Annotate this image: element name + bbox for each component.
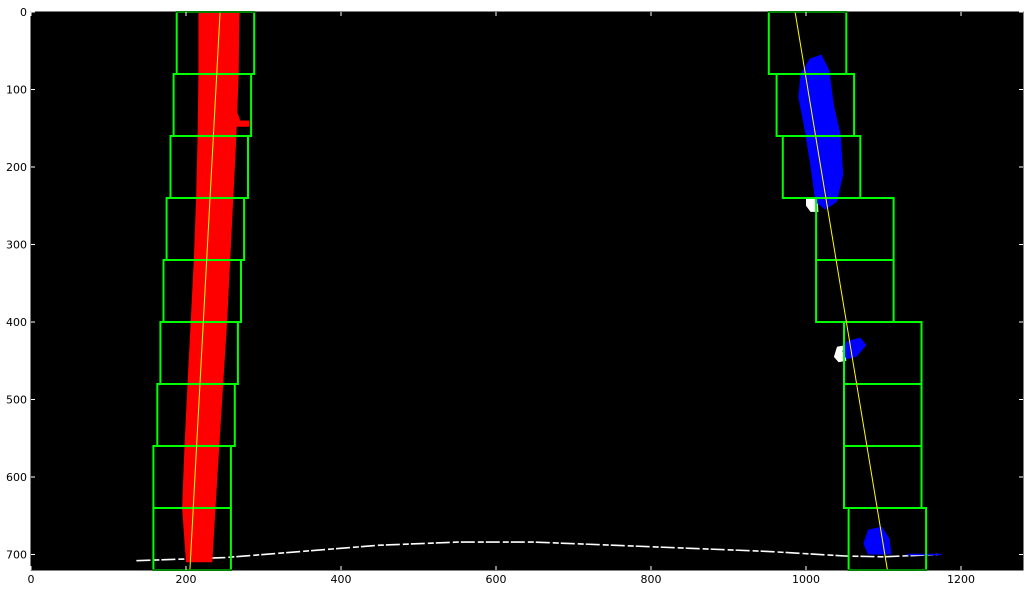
right-lane-blob-mid [842,337,867,360]
right-lane-blob-bottom [863,526,892,555]
noise-curve [136,541,938,562]
x-tick-label: 0 [28,573,35,586]
y-tick-label: 400 [6,316,27,329]
left-lane-blob [226,89,250,127]
lane-pixels-layer [136,12,942,563]
y-tick-label: 200 [6,161,27,174]
right-fit-line [794,11,888,571]
y-tick-label: 500 [6,394,27,407]
x-tick-label: 800 [641,573,662,586]
y-tick-label: 0 [20,6,27,19]
plot-area [31,12,1023,570]
x-tick-label: 600 [486,573,507,586]
x-tick-label: 200 [176,573,197,586]
y-tick-label: 600 [6,471,27,484]
left-lane-pixels [182,12,240,563]
axes-layer: 0 200 400 600 800 1000 1200 0 100 200 300 400 500 600… [6,6,1024,586]
y-tick-label: 300 [6,239,27,252]
y-tick-label: 700 [6,549,27,562]
x-tick-label: 400 [331,573,352,586]
right-lane-blob-top [798,54,844,210]
y-tick-label: 100 [6,84,27,97]
left-fit-line [189,11,221,571]
x-tick-label: 1200 [947,573,975,586]
x-tick-label: 1000 [792,573,820,586]
axes-frame [30,11,1024,571]
fit-lines-layer [189,11,888,571]
